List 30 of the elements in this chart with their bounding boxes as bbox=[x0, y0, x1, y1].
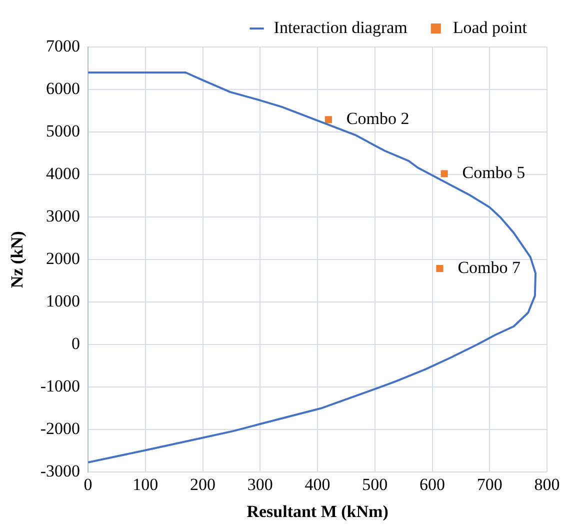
y-tick-label: -1000 bbox=[40, 376, 80, 396]
y-tick-label: 5000 bbox=[46, 122, 80, 141]
y-tick-label: 6000 bbox=[46, 78, 80, 98]
x-tick-label: 300 bbox=[247, 474, 273, 494]
x-tick-label: 0 bbox=[84, 474, 92, 494]
x-tick-label: 700 bbox=[476, 474, 502, 494]
x-axis-title: Resultant M (kNm) bbox=[246, 502, 388, 522]
y-tick-label: 1000 bbox=[46, 292, 80, 311]
y-axis-title: Nz (kN) bbox=[8, 231, 27, 288]
annotation: Combo 5 bbox=[462, 163, 526, 182]
annotation: Combo 7 bbox=[458, 258, 522, 277]
point bbox=[440, 170, 448, 178]
y-tick-label: 2000 bbox=[46, 249, 80, 268]
x-tick-label: 800 bbox=[534, 474, 560, 494]
x-tick-label: 600 bbox=[420, 474, 446, 494]
y-tick-label: -3000 bbox=[40, 462, 80, 481]
legend-label: Interaction diagram bbox=[274, 18, 408, 37]
y-tick-label: 3000 bbox=[46, 206, 80, 226]
y-tick-label: 7000 bbox=[46, 36, 80, 56]
y-tick-label: 0 bbox=[72, 334, 80, 354]
x-tick-label: 500 bbox=[362, 474, 388, 494]
point bbox=[324, 116, 332, 124]
y-tick-label: 4000 bbox=[46, 164, 80, 184]
point bbox=[436, 264, 444, 272]
legend-label: Load point bbox=[452, 18, 528, 37]
x-tick-label: 400 bbox=[304, 474, 330, 494]
x-tick-label: 100 bbox=[132, 474, 158, 494]
x-tick-label: 200 bbox=[190, 474, 216, 494]
annotation: Combo 2 bbox=[346, 109, 410, 128]
y-tick-label: -2000 bbox=[40, 419, 80, 438]
